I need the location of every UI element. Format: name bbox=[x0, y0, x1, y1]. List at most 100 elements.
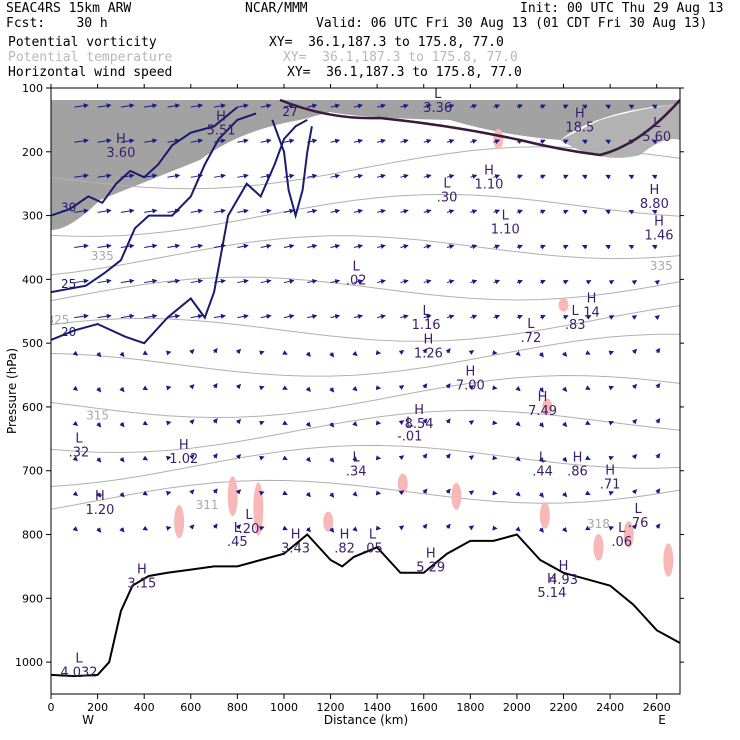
extremum-value: 5.60 bbox=[642, 130, 671, 145]
extremum-value: .32 bbox=[69, 446, 90, 461]
wind-vector bbox=[142, 420, 149, 426]
wind-vector bbox=[540, 139, 546, 145]
wind-vector bbox=[330, 314, 341, 319]
extremum-value: .76 bbox=[628, 516, 649, 531]
wind-vector bbox=[352, 386, 358, 392]
extremum-type: L bbox=[653, 116, 661, 131]
wind-vector bbox=[515, 456, 521, 462]
theta-contour bbox=[51, 235, 680, 276]
wind-vector bbox=[422, 453, 428, 459]
wind-vector bbox=[423, 279, 432, 285]
tropopause-line bbox=[279, 98, 680, 157]
theta-label: 325 bbox=[47, 313, 70, 327]
pv-contour bbox=[271, 119, 313, 220]
valid-time: Valid: 06 UTC Fri 30 Aug 13 (01 CDT Fri … bbox=[316, 16, 708, 31]
wind-vector bbox=[353, 314, 364, 320]
wind-vector bbox=[74, 208, 89, 214]
extremum-label: H8.54 bbox=[405, 403, 434, 432]
wind-vector bbox=[213, 313, 226, 319]
extremum-label: L1.16 bbox=[412, 304, 441, 333]
pv-contour-label: 20 bbox=[61, 325, 76, 339]
wind-vector bbox=[400, 244, 409, 249]
extremum-value: 18.5 bbox=[565, 120, 594, 135]
convective-patch bbox=[558, 298, 569, 312]
y-tick-label: 500 bbox=[22, 337, 43, 350]
wind-vector bbox=[398, 455, 405, 461]
theta-label: 311 bbox=[196, 498, 219, 512]
extremum-type: L bbox=[443, 176, 451, 191]
wind-vector bbox=[235, 489, 242, 495]
wind-vector bbox=[585, 385, 591, 390]
x-tick-label: 1800 bbox=[456, 701, 484, 714]
extremum-label: L3.36 bbox=[423, 88, 452, 116]
wind-vector bbox=[260, 208, 272, 214]
x-tick-label: 2600 bbox=[643, 701, 671, 714]
wind-vector bbox=[330, 208, 341, 214]
wind-vector bbox=[562, 491, 568, 498]
wind-vector bbox=[260, 243, 272, 249]
extremum-type: H bbox=[538, 390, 548, 405]
extremum-type: H bbox=[605, 463, 615, 478]
wind-vector bbox=[563, 209, 569, 215]
wind-vector bbox=[516, 244, 523, 250]
wind-vector bbox=[493, 139, 501, 144]
terrain-fill bbox=[51, 534, 680, 694]
theta-label: 335 bbox=[650, 259, 673, 273]
y-tick-label: 700 bbox=[22, 465, 43, 478]
wind-vector bbox=[330, 138, 341, 144]
wind-vector bbox=[330, 103, 341, 109]
extremum-type: H bbox=[484, 164, 494, 179]
wind-vector bbox=[353, 279, 364, 284]
extremum-type: H bbox=[95, 489, 105, 504]
pv-contour-label: 27 bbox=[282, 105, 297, 119]
extremum-label: L.02 bbox=[346, 259, 367, 288]
wind-vector bbox=[377, 279, 386, 284]
extremum-value: .30 bbox=[437, 190, 458, 205]
wind-vector bbox=[562, 526, 568, 533]
wind-vector bbox=[353, 173, 364, 179]
extremum-label: H8.80 bbox=[640, 183, 669, 212]
wind-vector bbox=[235, 348, 242, 355]
y-tick-label: 600 bbox=[22, 401, 43, 414]
extremum-value: .71 bbox=[600, 477, 621, 492]
wind-vector bbox=[398, 420, 405, 426]
wind-vector bbox=[142, 490, 149, 496]
wind-vector bbox=[655, 523, 661, 529]
wind-vector bbox=[142, 525, 149, 531]
wind-vector bbox=[445, 488, 451, 494]
extremum-label: L.45 bbox=[227, 521, 248, 550]
wind-vector bbox=[585, 315, 592, 320]
wind-vector bbox=[631, 348, 638, 355]
wind-vector bbox=[142, 385, 149, 391]
wind-vector bbox=[446, 139, 455, 144]
wind-vector bbox=[305, 351, 311, 357]
extremum-type: L bbox=[75, 652, 83, 667]
wind-vector bbox=[422, 523, 428, 530]
wind-vector bbox=[283, 173, 295, 179]
wind-vector bbox=[628, 209, 635, 215]
extremum-label: L.30 bbox=[437, 176, 458, 205]
extremum-value: 1.20 bbox=[85, 503, 114, 518]
wind-vector bbox=[283, 243, 295, 249]
wind-vector bbox=[283, 278, 295, 284]
wind-vector bbox=[212, 383, 218, 389]
wind-vector bbox=[468, 490, 475, 496]
wind-vector bbox=[72, 455, 79, 462]
extremum-value: 7.49 bbox=[528, 404, 557, 419]
wind-vector bbox=[655, 418, 661, 424]
wind-vector bbox=[445, 348, 451, 354]
y-axis-title: Pressure (hPa) bbox=[5, 348, 19, 434]
wind-vector bbox=[307, 243, 318, 249]
wind-vector bbox=[283, 314, 295, 319]
wind-vector bbox=[540, 279, 546, 285]
wind-vector bbox=[377, 314, 386, 320]
wind-vector bbox=[516, 209, 523, 215]
wind-vector bbox=[144, 313, 158, 319]
wind-vector bbox=[493, 314, 501, 320]
wind-vector bbox=[142, 350, 149, 356]
wind-vector bbox=[540, 314, 546, 320]
wind-vector bbox=[655, 453, 661, 459]
extremum-type: H bbox=[559, 559, 569, 574]
wind-vector bbox=[581, 104, 588, 110]
extremum-type: H bbox=[137, 562, 147, 577]
